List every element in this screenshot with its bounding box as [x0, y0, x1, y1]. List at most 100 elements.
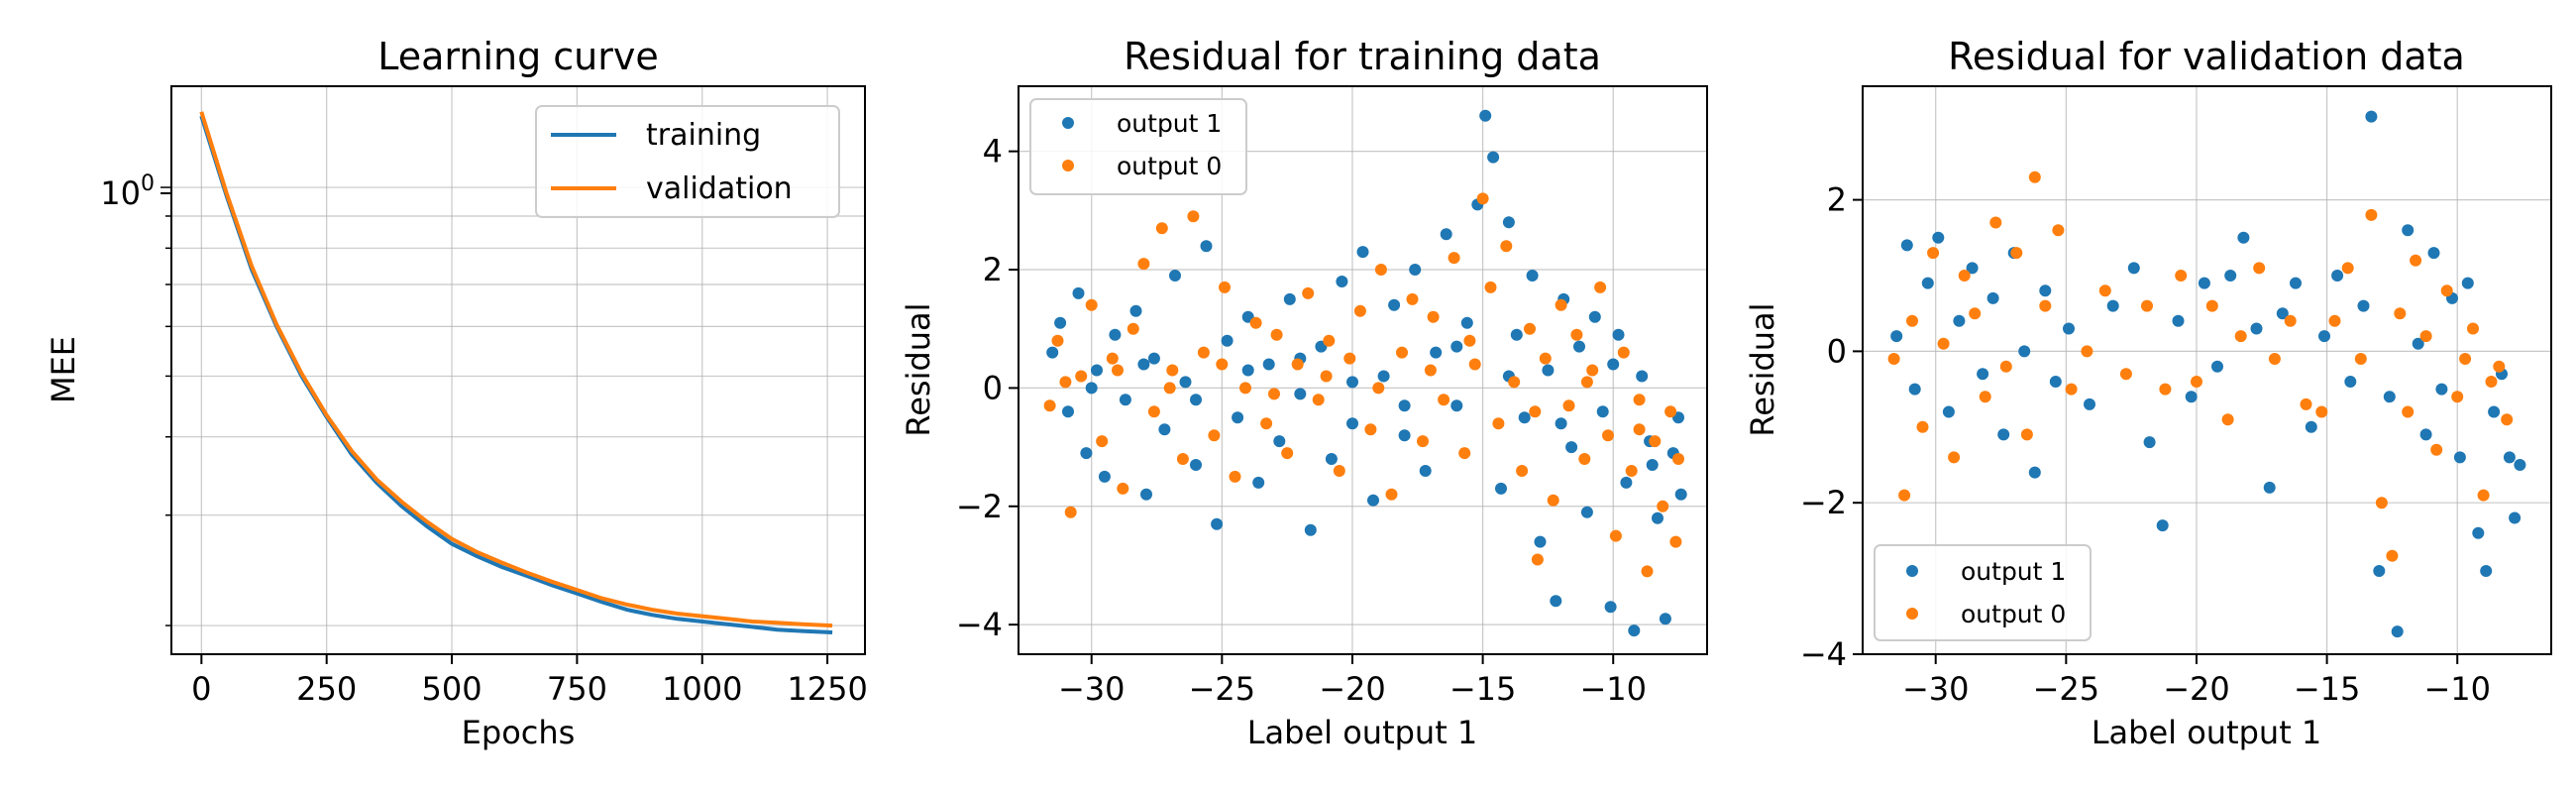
point-output-0 [1406, 292, 1419, 305]
point-output-0 [1187, 210, 1200, 223]
point-output-0 [1260, 417, 1273, 430]
legend-marker-output-0 [1906, 608, 1918, 620]
point-output-0 [1500, 240, 1513, 253]
point-output-1 [2276, 307, 2289, 320]
legend-marker-output-1 [1906, 565, 1918, 577]
point-output-0 [1353, 304, 1366, 317]
point-output-1 [2419, 428, 2432, 441]
xtick-label: −30 [1902, 670, 1970, 708]
point-output-0 [1424, 364, 1437, 377]
training-residual-xticks: −30 −25 −20 −15 −10 [1058, 654, 1647, 708]
point-output-0 [1320, 370, 1333, 383]
point-output-1 [1460, 316, 1473, 329]
point-output-0 [1147, 405, 1160, 418]
point-output-1 [1555, 417, 1567, 430]
point-output-0 [1578, 453, 1591, 465]
xtick-label: −10 [1579, 670, 1647, 708]
point-output-1 [1190, 459, 1202, 471]
point-output-1 [1659, 613, 1671, 625]
point-output-0 [1374, 264, 1387, 276]
point-output-1 [1932, 231, 1945, 244]
point-output-1 [2263, 481, 2276, 494]
point-output-0 [1163, 382, 1176, 395]
point-output-1 [2211, 360, 2223, 373]
point-output-0 [1127, 322, 1139, 335]
point-output-0 [1075, 370, 1088, 383]
learning-curve-chart: 0 250 500 750 1000 1250 100 Learning curve Ep… [45, 35, 868, 751]
point-output-1 [2503, 451, 2516, 464]
point-output-0 [1948, 451, 1961, 464]
xtick-label: −10 [2423, 670, 2491, 708]
point-output-0 [1609, 529, 1622, 542]
point-output-1 [1573, 340, 1585, 353]
validation-residual-ylabel: Residual [1744, 302, 1781, 436]
validation-residual-points [1887, 110, 2526, 638]
point-output-1 [2185, 391, 2198, 403]
point-output-0 [1508, 376, 1521, 389]
point-output-1 [2331, 270, 2344, 282]
point-output-0 [2354, 353, 2367, 365]
validation-residual-xlabel: Label output 1 [2092, 714, 2322, 751]
point-output-1 [1542, 364, 1555, 377]
point-output-0 [1664, 405, 1677, 418]
point-output-0 [2175, 270, 2188, 282]
point-output-0 [1448, 252, 1460, 265]
xtick-label: −30 [1058, 670, 1126, 708]
point-output-0 [2081, 345, 2093, 358]
point-output-0 [1979, 391, 1991, 403]
point-output-1 [1158, 423, 1171, 436]
point-output-1 [1550, 595, 1562, 608]
point-output-0 [1529, 405, 1542, 418]
point-output-1 [1179, 376, 1192, 389]
ytick-label: −2 [1800, 484, 1847, 521]
point-output-1 [1119, 394, 1131, 406]
point-output-1 [1062, 405, 1074, 418]
point-output-1 [1294, 388, 1307, 400]
point-output-1 [2156, 519, 2169, 532]
point-output-1 [2509, 511, 2522, 524]
point-output-0 [2459, 353, 2472, 365]
validation-residual-legend: output 1 output 0 [1874, 544, 2092, 641]
point-output-0 [1887, 353, 1900, 365]
point-output-1 [2290, 277, 2302, 289]
point-output-0 [1516, 465, 1529, 477]
point-output-0 [1562, 399, 1575, 412]
point-output-0 [1197, 346, 1210, 359]
point-output-1 [1091, 364, 1103, 377]
point-output-0 [1555, 298, 1567, 311]
point-output-0 [1176, 453, 1189, 465]
point-output-0 [1916, 420, 1929, 433]
point-output-0 [1468, 358, 1481, 371]
point-output-1 [1565, 441, 1578, 454]
point-output-0 [2410, 254, 2422, 267]
point-output-0 [1617, 346, 1630, 359]
learning-curve-ylabel: MEE [45, 336, 82, 403]
point-output-1 [1986, 291, 1999, 304]
point-output-0 [1323, 334, 1336, 347]
point-output-0 [2402, 405, 2415, 418]
point-output-1 [1336, 276, 1348, 287]
point-output-1 [2305, 420, 2317, 433]
point-output-1 [1046, 346, 1059, 359]
point-output-0 [1438, 394, 1450, 406]
point-output-1 [1612, 328, 1625, 341]
point-output-1 [1388, 298, 1401, 311]
point-output-1 [1510, 328, 1523, 341]
point-output-0 [2234, 330, 2247, 343]
point-output-1 [2472, 526, 2485, 539]
point-output-0 [1268, 388, 1280, 400]
point-output-0 [1343, 352, 1356, 365]
point-output-0 [1586, 364, 1599, 377]
validation-residual-xticks: −30 −25 −20 −15 −10 [1902, 654, 2491, 708]
xtick-label: 1250 [787, 670, 867, 708]
point-output-1 [1596, 405, 1609, 418]
point-output-0 [2221, 413, 2234, 426]
point-output-0 [1302, 286, 1315, 299]
xtick-label: 750 [547, 670, 607, 708]
point-output-0 [2328, 314, 2341, 327]
learning-curve-xticks: 0 250 500 750 1000 1250 [191, 654, 868, 708]
point-output-0 [1657, 500, 1669, 512]
xtick-label: 500 [421, 670, 482, 708]
legend-marker-output-0 [1062, 160, 1074, 171]
point-output-0 [2141, 299, 2153, 312]
